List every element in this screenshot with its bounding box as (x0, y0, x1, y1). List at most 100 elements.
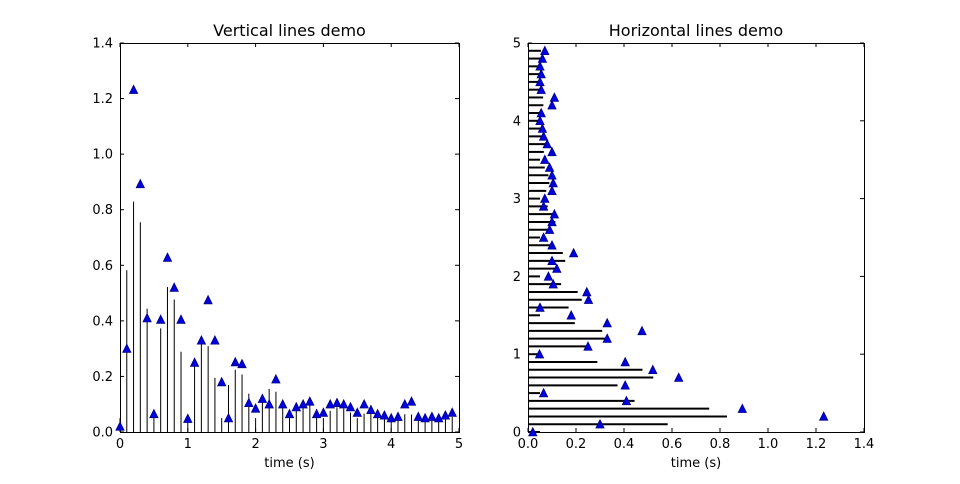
x-tick-label: 1.2 (806, 437, 827, 452)
x-tick-label: 0.6 (662, 437, 683, 452)
x-tick-label: 2 (251, 437, 259, 452)
triangle-marker (176, 314, 186, 324)
triangle-marker (244, 397, 254, 408)
x-tick-label: 4 (387, 437, 395, 452)
triangle-marker (620, 380, 630, 390)
stem-lines (119, 201, 453, 432)
y-tick-label: 1.2 (92, 92, 113, 107)
x-tick-label: 0.8 (710, 437, 731, 452)
triangle-marker (291, 401, 302, 412)
x-tick-label: 5 (455, 437, 463, 452)
triangle-marker (620, 356, 630, 367)
triangle-marker (379, 410, 390, 420)
triangle-marker (538, 201, 549, 211)
triangle-marker (540, 154, 550, 164)
horizontal-lines-subplot: 0.0 0.2 0.4 0.6 0.8 1.0 1.2 1.4 0 1 2 3 4 5 Horizonta… (513, 21, 875, 471)
plot-title: Vertical lines demo (213, 21, 366, 40)
tick-labels: 0 1 2 3 4 5 0.0 0.2 0.4 0.6 0.8 1.0 1.2 1.4 (92, 37, 463, 453)
triangle-marker (406, 396, 417, 406)
plot-content: 0.0 0.2 0.4 0.6 0.8 1.0 1.2 1.4 0 1 2 3 4 5 (513, 37, 875, 453)
triangle-marker (673, 372, 684, 382)
triangle-marker (257, 393, 268, 403)
triangle-marker (203, 294, 213, 305)
y-tick-label: 0.4 (92, 314, 113, 329)
triangle-marker (547, 255, 557, 266)
triangle-marker (538, 131, 549, 141)
y-tick-label: 3 (513, 192, 521, 207)
stem-lines (528, 49, 727, 433)
triangle-marker (352, 407, 363, 417)
triangle-marker (393, 411, 403, 421)
triangle-marker (538, 387, 549, 398)
triangle-marker (413, 411, 424, 421)
triangle-marker (284, 408, 295, 419)
triangle-marker (534, 348, 545, 359)
triangle-marker (250, 403, 261, 413)
triangle-marker (149, 408, 159, 419)
triangle-marker (305, 396, 315, 406)
vertical-lines-subplot: 0 1 2 3 4 5 0.0 0.2 0.4 0.6 0.8 1.0 1.2 1.4 Vertical … (92, 21, 463, 471)
x-tick-label: 0.2 (566, 437, 587, 452)
triangle-marker (427, 411, 437, 421)
triangle-marker (543, 271, 554, 281)
triangle-marker (433, 412, 444, 423)
y-tick-label: 0.2 (92, 370, 113, 385)
triangle-marker (537, 123, 548, 133)
x-tick-label: 0.0 (518, 437, 539, 452)
y-tick-label: 1 (513, 348, 521, 363)
triangle-marker (547, 146, 557, 157)
triangle-marker (540, 193, 550, 203)
triangle-marker (547, 185, 557, 196)
triangle-marker (621, 395, 632, 406)
triangle-marker (271, 373, 281, 384)
triangle-marker (223, 412, 234, 423)
triangle-marker (582, 286, 592, 297)
triangle-marker (440, 410, 451, 420)
triangle-marker (818, 411, 829, 421)
triangle-marker (737, 403, 748, 413)
x-tick-label: 1 (184, 437, 192, 452)
triangle-marker (196, 335, 207, 345)
y-tick-label: 0.6 (92, 259, 113, 274)
plot-content: 0 1 2 3 4 5 0.0 0.2 0.4 0.6 0.8 1.0 1.2 1.4 (92, 37, 463, 453)
x-tick-label: 1.0 (758, 437, 779, 452)
triangle-marker (162, 252, 173, 262)
triangle-marker (216, 376, 227, 387)
triangle-marker (420, 412, 430, 423)
triangle-marker (386, 412, 396, 423)
axes-frame (120, 43, 460, 433)
triangle-marker (548, 177, 558, 188)
triangle-marker (568, 247, 579, 258)
triangle-marker (537, 53, 548, 63)
triangle-marker (237, 358, 247, 369)
triangle-marker (536, 84, 546, 94)
triangle-marker (549, 92, 560, 102)
triangle-marker (447, 407, 457, 417)
y-tick-label: 2 (513, 270, 521, 285)
data-markers (528, 45, 829, 437)
plot-title: Horizontal lines demo (609, 21, 783, 40)
triangle-marker (169, 282, 179, 292)
triangle-marker (128, 84, 139, 94)
y-tick-label: 0.8 (92, 203, 113, 218)
triangle-marker (547, 240, 557, 250)
axes-frame (528, 43, 865, 433)
triangle-marker (535, 61, 545, 71)
triangle-marker (602, 333, 612, 343)
triangle-marker (311, 408, 322, 419)
triangle-marker (549, 208, 560, 219)
triangle-marker (155, 314, 166, 324)
triangle-marker (547, 216, 557, 227)
triangle-marker (595, 418, 605, 429)
triangle-marker (548, 278, 558, 289)
triangle-marker (544, 162, 555, 172)
y-tick-label: 0 (513, 426, 521, 441)
triangle-marker (602, 317, 612, 328)
triangle-marker (536, 68, 546, 79)
tick-marks (527, 42, 865, 433)
triangle-marker (122, 343, 132, 353)
triangle-marker (230, 356, 241, 367)
triangle-marker (298, 398, 308, 409)
triangle-marker (366, 404, 376, 415)
